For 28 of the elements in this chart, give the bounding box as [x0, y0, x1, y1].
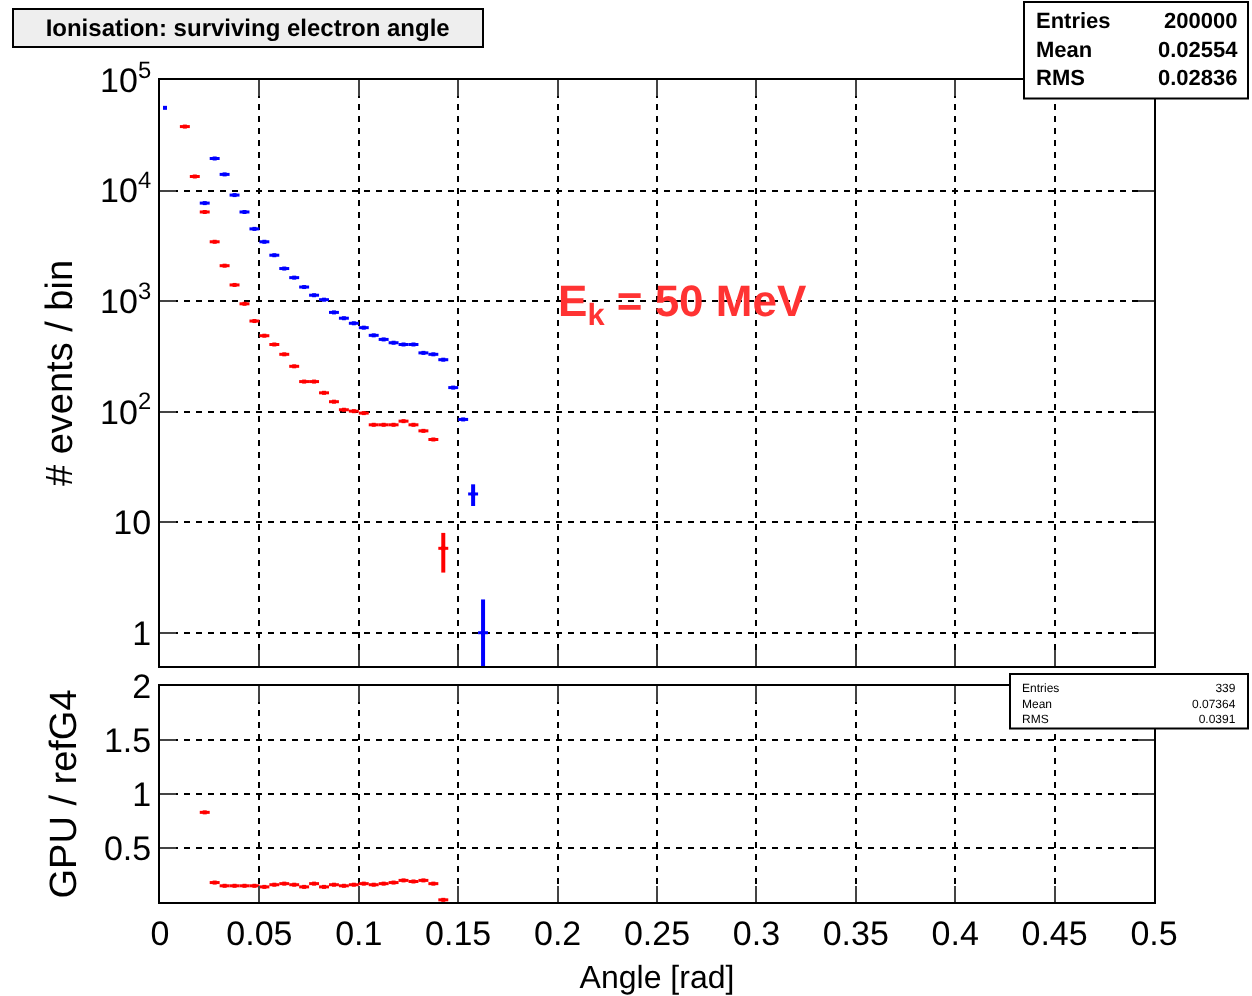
y-tick-label: 10$^{5}$	[100, 55, 152, 100]
chart-title: Ionisation: surviving electron angle	[45, 14, 451, 42]
y-tick-label: 2	[132, 667, 152, 706]
y-tick-label: 1	[132, 614, 152, 653]
x-tick-label: 0.2	[533, 914, 582, 953]
x-tick-label: 0.1	[335, 914, 383, 953]
y-tick-label: 1.5	[103, 721, 152, 760]
x-tick-label: 0.25	[623, 914, 691, 953]
x-tick-label: 0.15	[425, 914, 492, 953]
annotation: E$_{k}$ = 50 MeV	[558, 276, 807, 334]
text: 200000 0.02554 0.02836	[1158, 10, 1240, 92]
x-tick-label: 0	[150, 914, 170, 953]
x-tick-label: 0.45	[1021, 914, 1088, 953]
y-tick-label: 0.5	[103, 829, 152, 868]
x-tick-label: 0.4	[931, 914, 979, 953]
y-tick-label: 10	[113, 504, 152, 543]
x-axis-title: Angle [rad]	[579, 962, 735, 996]
y-tick-label: 1	[132, 775, 152, 814]
y-axis-title: # events / bin	[39, 259, 82, 487]
x-tick-label: 0.3	[732, 914, 781, 953]
y-tick-label: 10$^{4}$	[100, 166, 152, 211]
annotation: Entries Mean RMS	[1036, 10, 1111, 92]
x-tick-label: 0.35	[822, 914, 889, 953]
y-tick-label: 10$^{3}$	[100, 276, 152, 321]
x-tick-label: 0.05	[226, 914, 293, 953]
y-tick-label: 10$^{2}$	[100, 387, 152, 432]
y-axis-title: GPU / refG4	[43, 688, 86, 899]
x-tick-label: 0.5	[1130, 914, 1178, 953]
